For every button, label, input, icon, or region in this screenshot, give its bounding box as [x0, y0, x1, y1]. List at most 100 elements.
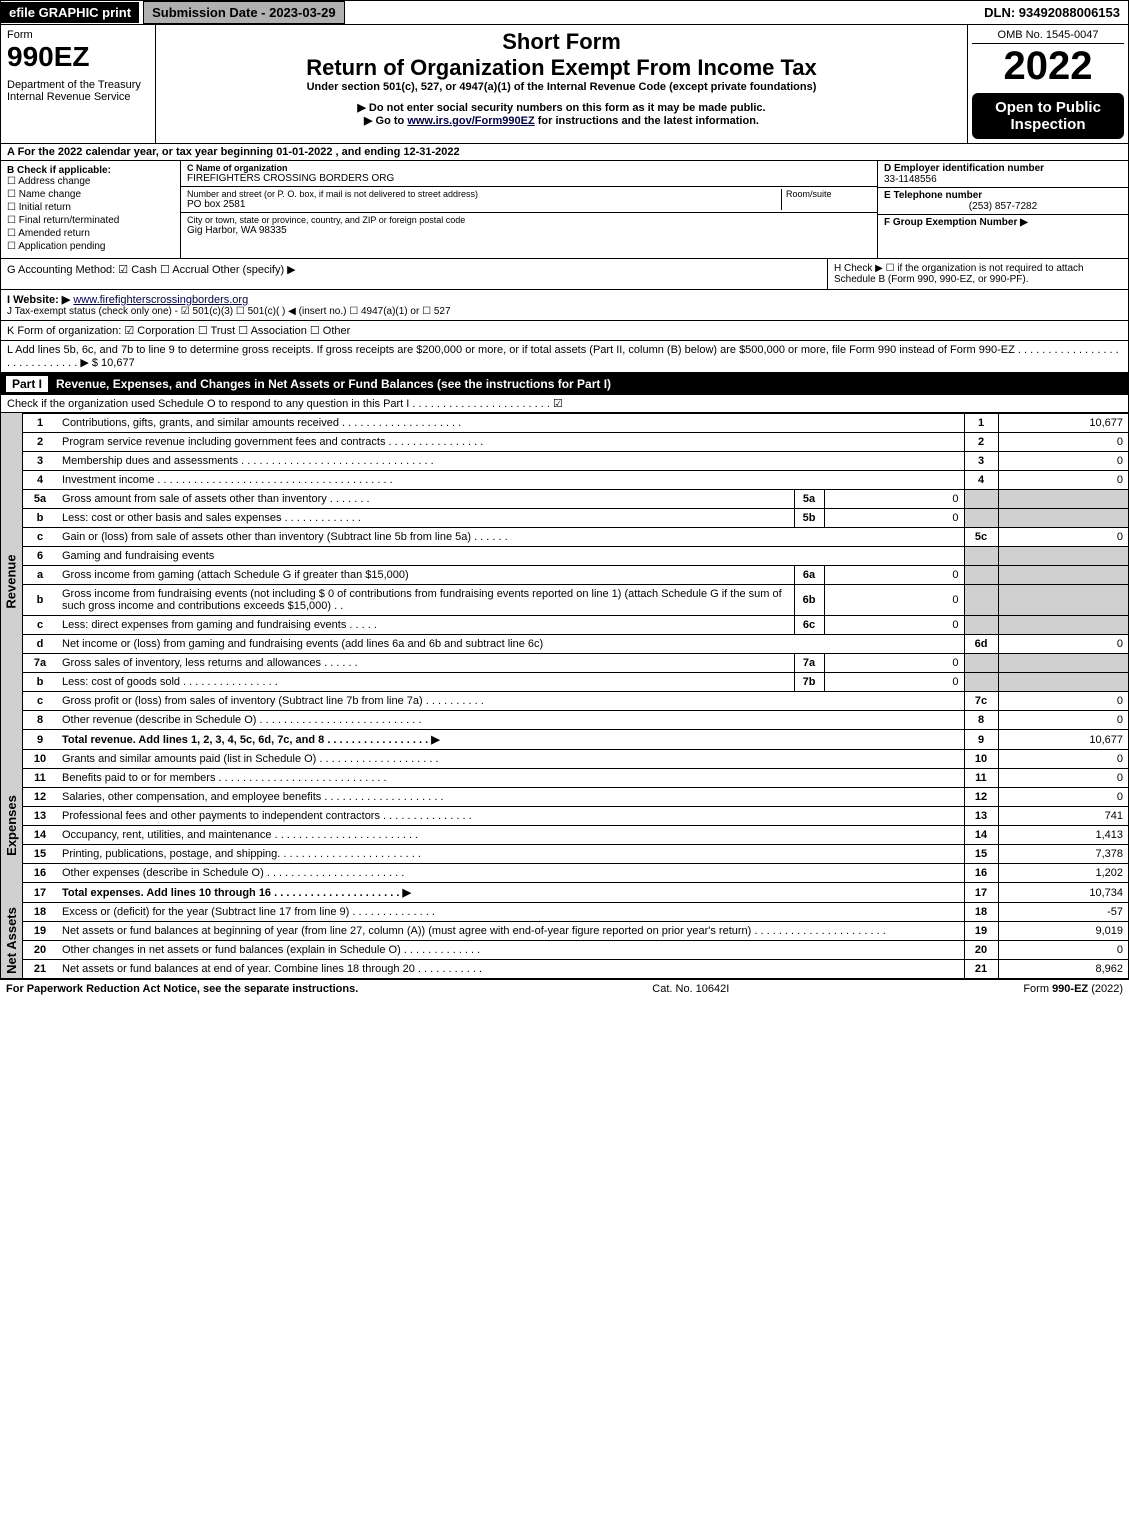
goto-link[interactable]: www.irs.gov/Form990EZ	[407, 115, 534, 127]
e-block: E Telephone number (253) 857-7282	[878, 188, 1128, 215]
expenses-side-label: Expenses	[1, 749, 23, 902]
line-10: 10Grants and similar amounts paid (list …	[23, 750, 1128, 769]
expenses-table: 10Grants and similar amounts paid (list …	[23, 749, 1128, 902]
line-4: 4Investment income . . . . . . . . . . .…	[23, 471, 1128, 490]
line-11: 11Benefits paid to or for members . . . …	[23, 769, 1128, 788]
row-gh: G Accounting Method: ☑ Cash ☐ Accrual Ot…	[0, 259, 1129, 290]
col-b: B Check if applicable: Address change Na…	[1, 161, 181, 258]
tax-year: 2022	[972, 44, 1124, 89]
line-6d: dNet income or (loss) from gaming and fu…	[23, 635, 1128, 654]
revenue-section: Revenue 1Contributions, gifts, grants, a…	[0, 413, 1129, 749]
line-6c: cLess: direct expenses from gaming and f…	[23, 616, 1128, 635]
title-short-form: Short Form	[164, 29, 959, 55]
line-j: J Tax-exempt status (check only one) - ☑…	[7, 306, 1122, 317]
f-label: F Group Exemption Number ▶	[884, 217, 1122, 228]
line-a: A For the 2022 calendar year, or tax yea…	[0, 144, 1129, 161]
revenue-table: 1Contributions, gifts, grants, and simil…	[23, 413, 1128, 749]
line-6b: bGross income from fundraising events (n…	[23, 585, 1128, 616]
dept-line1: Department of the Treasury	[7, 79, 149, 91]
dept-line2: Internal Revenue Service	[7, 91, 149, 103]
line-5c: cGain or (loss) from sale of assets othe…	[23, 528, 1128, 547]
form-word: Form	[7, 29, 149, 41]
part1-header: Part I Revenue, Expenses, and Changes in…	[0, 373, 1129, 395]
line-13: 13Professional fees and other payments t…	[23, 807, 1128, 826]
do-not-enter: ▶ Do not enter social security numbers o…	[164, 101, 959, 114]
line-9: 9Total revenue. Add lines 1, 2, 3, 4, 5c…	[23, 730, 1128, 750]
line-18: 18Excess or (deficit) for the year (Subt…	[23, 903, 1128, 922]
netassets-section: Net Assets 18Excess or (deficit) for the…	[0, 902, 1129, 979]
line-7a: 7aGross sales of inventory, less returns…	[23, 654, 1128, 673]
line-20: 20Other changes in net assets or fund ba…	[23, 941, 1128, 960]
c-street-label: Number and street (or P. O. box, if mail…	[187, 189, 781, 199]
cb-application-pending[interactable]: Application pending	[7, 241, 174, 252]
netassets-table: 18Excess or (deficit) for the year (Subt…	[23, 902, 1128, 978]
col-c: C Name of organization FIREFIGHTERS CROS…	[181, 161, 878, 258]
line-g: G Accounting Method: ☑ Cash ☐ Accrual Ot…	[1, 259, 828, 289]
open-to-public: Open to Public Inspection	[972, 93, 1124, 139]
line-1: 1Contributions, gifts, grants, and simil…	[23, 414, 1128, 433]
part1-title: Revenue, Expenses, and Changes in Net As…	[56, 377, 611, 391]
line-8: 8Other revenue (describe in Schedule O) …	[23, 711, 1128, 730]
line-2: 2Program service revenue including gover…	[23, 433, 1128, 452]
part1-check-line: Check if the organization used Schedule …	[0, 395, 1129, 413]
header-right: OMB No. 1545-0047 2022 Open to Public In…	[968, 25, 1128, 143]
row-ij: I Website: ▶ www.firefighterscrossingbor…	[0, 290, 1129, 321]
part1-label: Part I	[6, 376, 48, 392]
form-number: 990EZ	[7, 41, 149, 73]
d-label: D Employer identification number	[884, 163, 1122, 174]
c-city-label: City or town, state or province, country…	[187, 215, 871, 225]
line-17: 17Total expenses. Add lines 10 through 1…	[23, 883, 1128, 903]
line-7c: cGross profit or (loss) from sales of in…	[23, 692, 1128, 711]
footer-right: Form 990-EZ (2022)	[1023, 983, 1123, 995]
org-city: Gig Harbor, WA 98335	[187, 225, 871, 236]
line-19: 19Net assets or fund balances at beginni…	[23, 922, 1128, 941]
line-k: K Form of organization: ☑ Corporation ☐ …	[0, 321, 1129, 341]
c-city-block: City or town, state or province, country…	[181, 213, 877, 238]
expenses-section: Expenses 10Grants and similar amounts pa…	[0, 749, 1129, 902]
website-link[interactable]: www.firefighterscrossingborders.org	[73, 294, 248, 306]
c-street-block: Number and street (or P. O. box, if mail…	[181, 187, 877, 213]
netassets-side-label: Net Assets	[1, 902, 23, 978]
revenue-side-label: Revenue	[1, 413, 23, 749]
b-label: B Check if applicable:	[7, 165, 174, 176]
under-section: Under section 501(c), 527, or 4947(a)(1)…	[164, 81, 959, 93]
goto-post: for instructions and the latest informat…	[535, 115, 759, 127]
cb-name-change[interactable]: Name change	[7, 189, 174, 200]
l-amount: 10,677	[101, 357, 135, 369]
dln: DLN: 93492088006153	[976, 2, 1128, 23]
i-pre: I Website: ▶	[7, 294, 70, 306]
cb-initial-return[interactable]: Initial return	[7, 202, 174, 213]
cb-final-return[interactable]: Final return/terminated	[7, 215, 174, 226]
l-text: L Add lines 5b, 6c, and 7b to line 9 to …	[7, 344, 1119, 369]
form-header: Form 990EZ Department of the Treasury In…	[0, 25, 1129, 144]
c-name-block: C Name of organization FIREFIGHTERS CROS…	[181, 161, 877, 187]
efile-label: efile GRAPHIC print	[1, 2, 139, 23]
omb-number: OMB No. 1545-0047	[972, 29, 1124, 44]
line-h: H Check ▶ ☐ if the organization is not r…	[828, 259, 1128, 289]
line-21: 21Net assets or fund balances at end of …	[23, 960, 1128, 979]
cb-address-change[interactable]: Address change	[7, 176, 174, 187]
line-12: 12Salaries, other compensation, and empl…	[23, 788, 1128, 807]
line-7b: bLess: cost of goods sold . . . . . . . …	[23, 673, 1128, 692]
top-bar: efile GRAPHIC print Submission Date - 20…	[0, 0, 1129, 25]
line-16: 16Other expenses (describe in Schedule O…	[23, 864, 1128, 883]
cb-amended-return[interactable]: Amended return	[7, 228, 174, 239]
footer-mid: Cat. No. 10642I	[652, 983, 729, 995]
section-bcdef: B Check if applicable: Address change Na…	[0, 161, 1129, 259]
line-3: 3Membership dues and assessments . . . .…	[23, 452, 1128, 471]
col-def: D Employer identification number 33-1148…	[878, 161, 1128, 258]
e-label: E Telephone number	[884, 190, 1122, 201]
goto-pre: ▶ Go to	[364, 115, 407, 127]
line-15: 15Printing, publications, postage, and s…	[23, 845, 1128, 864]
footer-left: For Paperwork Reduction Act Notice, see …	[6, 983, 358, 995]
top-bar-left: efile GRAPHIC print Submission Date - 20…	[1, 1, 345, 24]
d-block: D Employer identification number 33-1148…	[878, 161, 1128, 188]
header-left: Form 990EZ Department of the Treasury In…	[1, 25, 156, 143]
line-14: 14Occupancy, rent, utilities, and mainte…	[23, 826, 1128, 845]
line-i: I Website: ▶ www.firefighterscrossingbor…	[7, 293, 1122, 306]
f-block: F Group Exemption Number ▶	[878, 215, 1128, 230]
line-5a: 5aGross amount from sale of assets other…	[23, 490, 1128, 509]
goto-line: ▶ Go to www.irs.gov/Form990EZ for instru…	[164, 114, 959, 127]
phone-value: (253) 857-7282	[884, 201, 1122, 212]
line-6a: aGross income from gaming (attach Schedu…	[23, 566, 1128, 585]
